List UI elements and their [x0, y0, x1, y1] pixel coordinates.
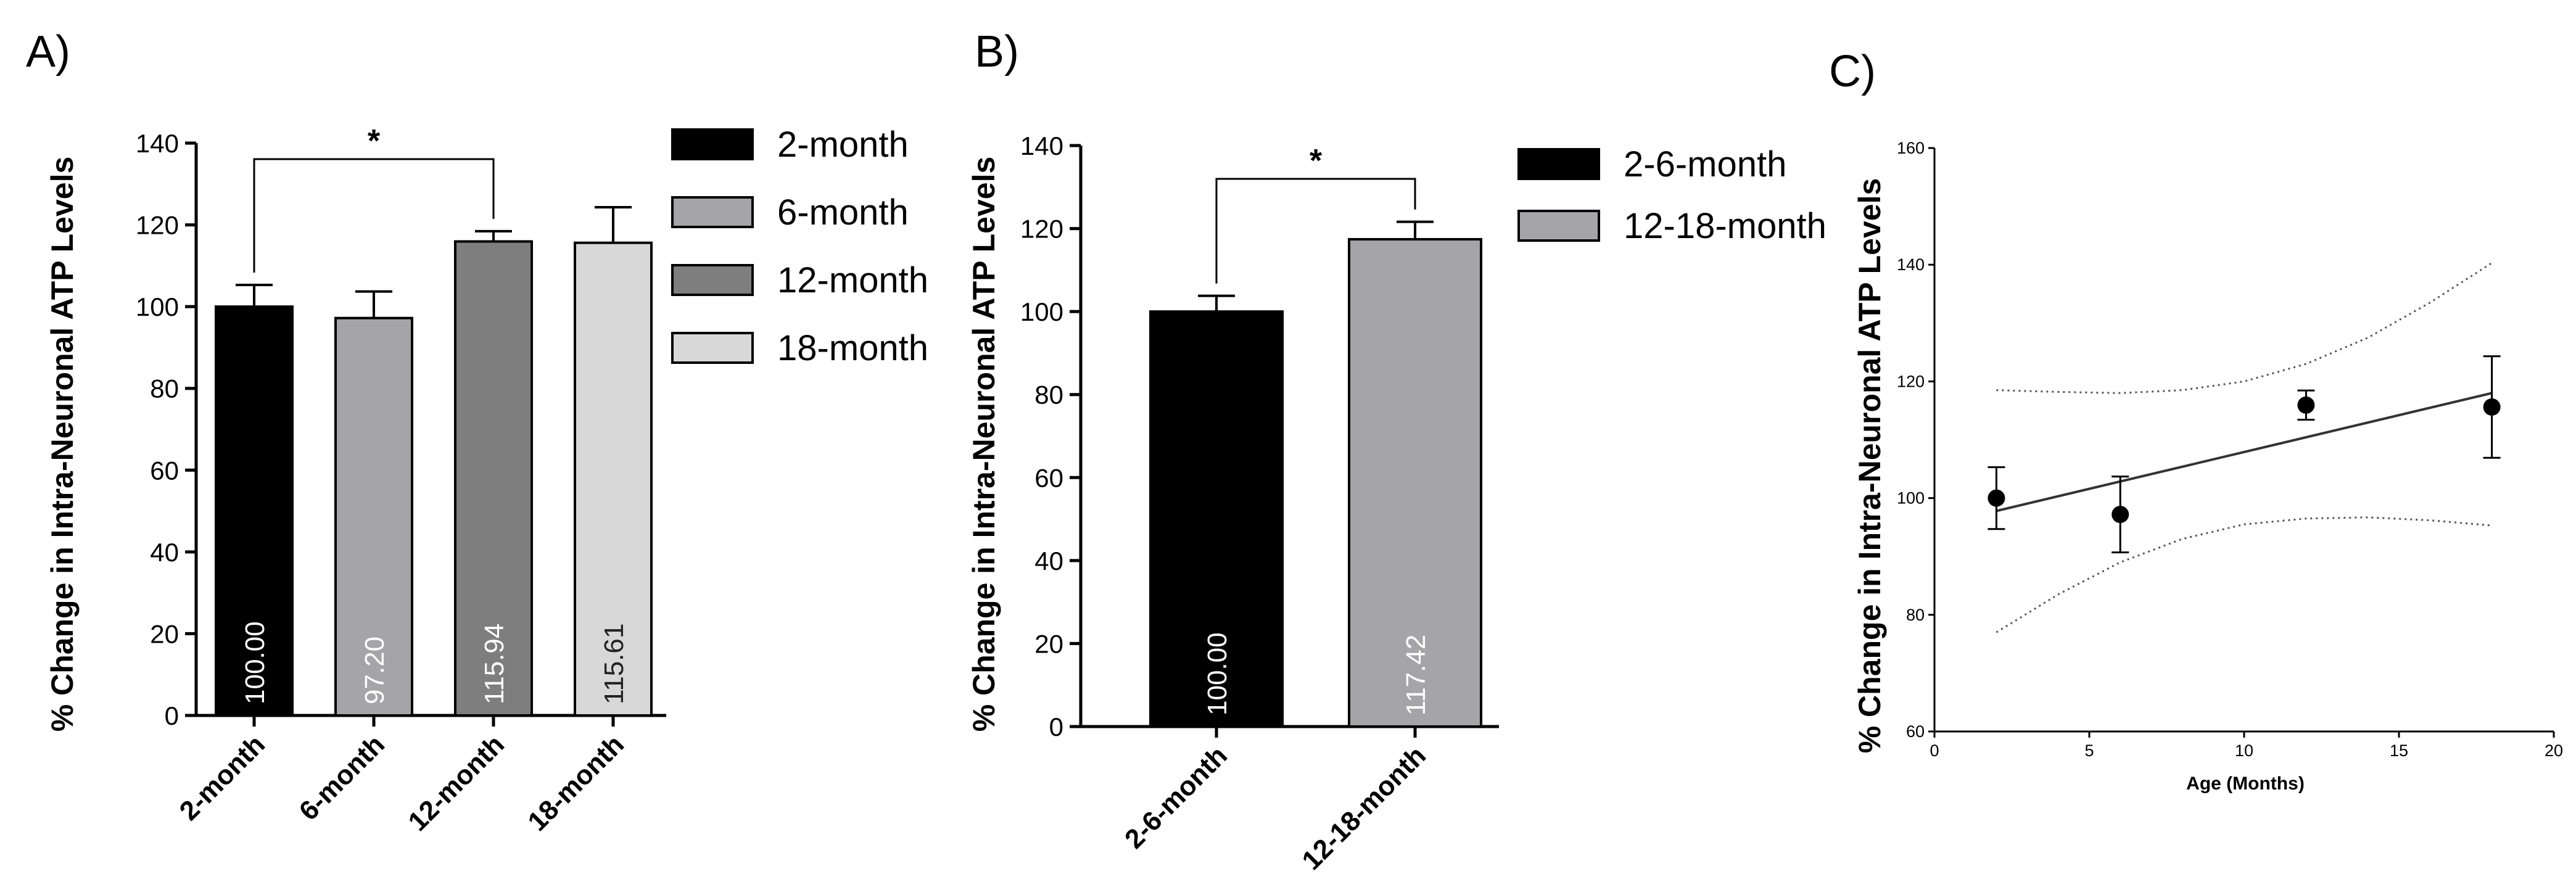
panel-a-y-tick-label: 140 — [136, 129, 179, 158]
panel-c-data-point — [2483, 398, 2501, 416]
panel-b-y-tick-label: 20 — [1034, 629, 1063, 658]
panel-a-legend-swatch — [671, 332, 754, 364]
panel-c-x-tick-label: 0 — [1930, 741, 1939, 760]
panel-b-y-axis-label: % Change in Intra-Neuronal ATP Levels — [967, 157, 1001, 732]
panel-a-legend-label: 18-month — [777, 328, 928, 368]
panel-c-data-point — [1988, 489, 2005, 507]
panel-a-value-label: 115.94 — [479, 624, 510, 704]
panel-a-x-tick-label: 6-month — [294, 729, 390, 826]
panel-b-bar-12-18-month — [1348, 237, 1482, 728]
panel-b-y-tick-label: 60 — [1034, 463, 1063, 492]
panel-c-y-tick-label: 140 — [1897, 255, 1925, 274]
panel-c-y-tick-label: 60 — [1906, 722, 1925, 741]
panel-a-value-label: 97.20 — [360, 637, 390, 704]
panel-c-confidence-lower — [1996, 516, 2492, 633]
panel-a-y-tick-label: 60 — [150, 456, 179, 485]
panel-c-y-tick-label: 80 — [1906, 606, 1925, 624]
panel-b-label: B) — [975, 27, 1019, 76]
panel-c-data-point — [2297, 396, 2315, 414]
panel-b-y-tick-label: 80 — [1034, 381, 1063, 410]
panel-b-y-tick-label: 0 — [1049, 712, 1063, 741]
panel-b-value-label: 117.42 — [1401, 635, 1431, 715]
panel-c-x-tick-label: 20 — [2545, 741, 2563, 760]
panel-c-x-tick-label: 5 — [2084, 741, 2094, 760]
panel-c-label: C) — [1829, 47, 1876, 96]
panel-b-y-tick-label: 40 — [1034, 546, 1063, 575]
panel-c-y-tick-label: 120 — [1897, 372, 1925, 390]
panel-a-y-tick-label: 100 — [136, 292, 179, 321]
panel-a-legend-swatch — [671, 196, 754, 228]
panel-c-y-tick-label: 100 — [1897, 489, 1925, 508]
panel-a: A) % Change in Intra-Neuronal ATP Levels… — [26, 27, 928, 837]
panel-a-x-tick-label: 18-month — [522, 729, 630, 837]
panel-a-legend-label: 6-month — [777, 192, 909, 233]
panel-a-bar-18-month — [574, 241, 653, 717]
panel-b-y-tick-label: 120 — [1020, 215, 1063, 244]
panel-c-y-tick-label: 160 — [1897, 139, 1925, 157]
panel-c-x-tick-label: 15 — [2390, 741, 2408, 760]
panel-b-value-label: 100.00 — [1202, 632, 1232, 715]
panel-b-legend-swatch — [1517, 210, 1600, 242]
panel-b-x-tick-label: 12-18-month — [1296, 740, 1432, 876]
panel-a-x-tick-label: 12-month — [402, 729, 510, 837]
panel-b: B) % Change in Intra-Neuronal ATP Levels… — [967, 27, 1827, 876]
panel-a-bar-2-month — [215, 305, 294, 717]
panel-c-confidence-upper — [1996, 262, 2493, 394]
panel-c-data-point — [2112, 506, 2129, 524]
panel-b-x-tick-label: 2-6-month — [1119, 740, 1233, 854]
panel-a-y-tick-label: 0 — [165, 701, 179, 730]
panel-c-x-tick-label: 10 — [2235, 741, 2253, 760]
panel-a-label: A) — [26, 27, 70, 76]
panel-a-bar-6-month — [334, 316, 413, 717]
panel-c-fit-line — [1996, 392, 2493, 513]
panel-b-significance-bracket — [1215, 178, 1416, 284]
panel-c-y-axis-label: % Change in Intra-Neuronal ATP Levels — [1852, 178, 1887, 754]
panel-a-x-tick-label: 2-month — [174, 729, 271, 826]
panel-a-y-axis-label: % Change in Intra-Neuronal ATP Levels — [45, 157, 80, 732]
panel-a-y-tick-label: 120 — [136, 211, 179, 240]
panel-a-significance-bracket — [253, 158, 495, 273]
panel-a-legend-label: 12-month — [777, 260, 928, 300]
panel-b-legend-label: 12-18-month — [1624, 206, 1827, 246]
panel-a-y-tick-label: 80 — [150, 374, 179, 403]
panel-c-x-axis-label: Age (Months) — [2186, 773, 2305, 794]
panel-a-y-tick-label: 20 — [150, 619, 179, 648]
panel-a-legend-label: 2-month — [777, 125, 909, 165]
panel-a-y-tick-label: 40 — [150, 538, 179, 567]
panel-a-legend-swatch — [671, 128, 754, 160]
panel-b-y-tick-label: 140 — [1020, 131, 1063, 160]
panel-b-y-tick-label: 100 — [1020, 297, 1063, 326]
panel-a-legend-swatch — [671, 264, 754, 296]
panel-b-significance-star: * — [1310, 143, 1323, 179]
panel-b-legend-swatch — [1517, 148, 1600, 180]
panel-a-value-label: 115.61 — [599, 624, 629, 704]
panel-a-value-label: 100.00 — [240, 621, 270, 704]
panel-b-legend-label: 2-6-month — [1624, 144, 1786, 184]
panel-a-significance-star: * — [368, 123, 381, 159]
panel-c: C) % Change in Intra-Neuronal ATP Levels… — [1829, 47, 2563, 794]
